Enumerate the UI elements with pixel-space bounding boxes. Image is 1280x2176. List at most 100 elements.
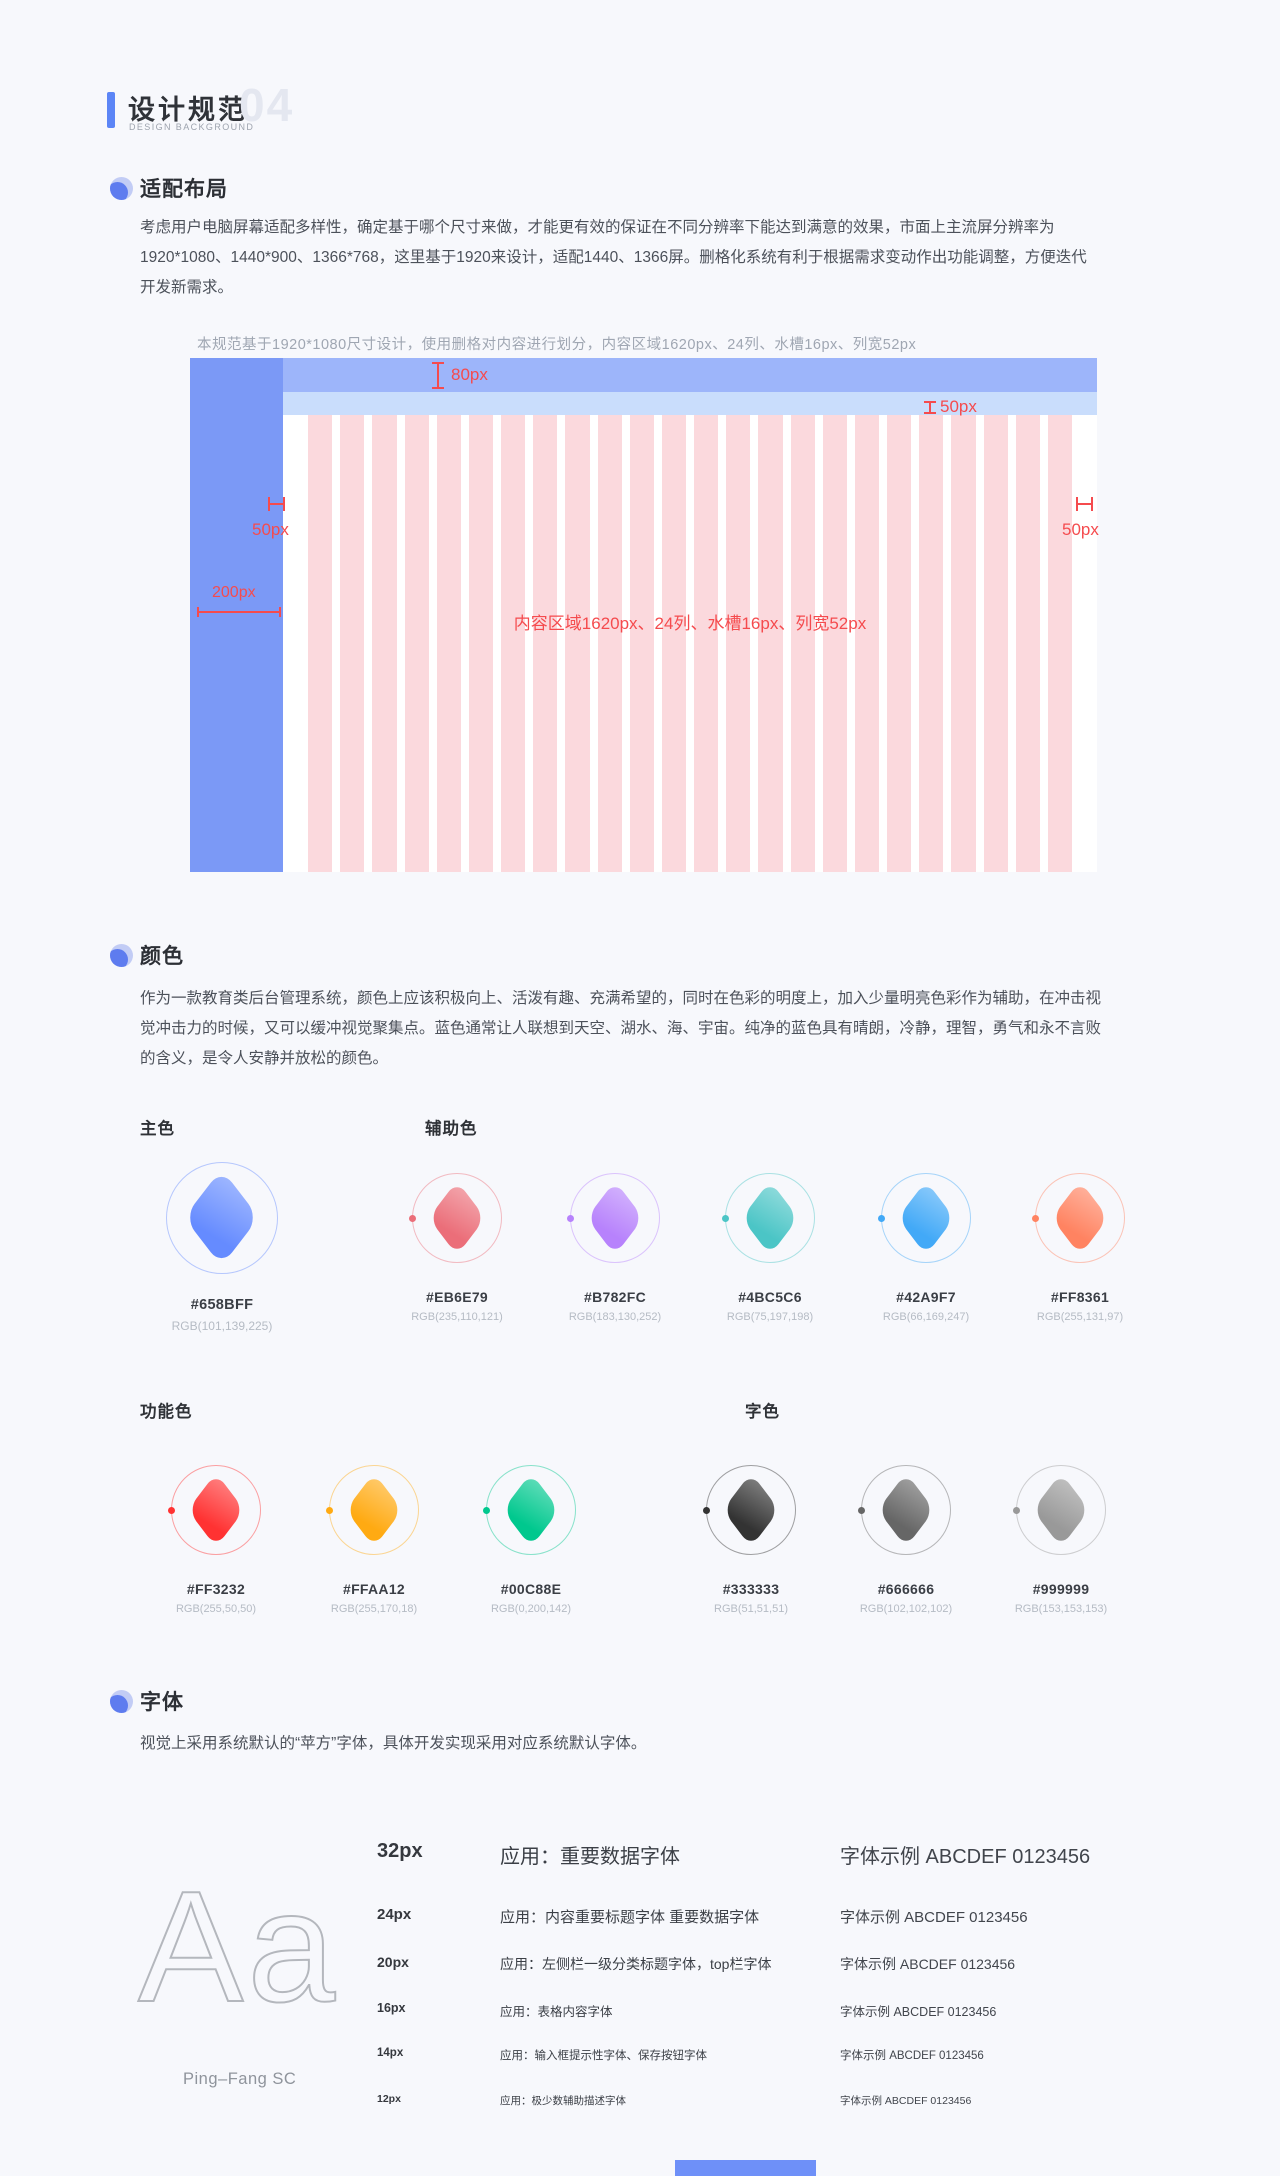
type-size: 12px xyxy=(377,2093,401,2105)
group-label-primary: 主色 xyxy=(140,1120,175,1138)
color-swatch: #42A9F7 RGB(66,169,247) xyxy=(866,1173,986,1323)
dimension-hbeam-left xyxy=(268,497,285,511)
type-sample: 字体示例 ABCDEF 0123456 xyxy=(840,1956,1016,1972)
swatch-rgb: RGB(0,200,142) xyxy=(490,1603,572,1615)
dimension-ibeam-vertical xyxy=(432,362,444,389)
swatch-hex: #999999 xyxy=(1032,1581,1090,1597)
swatch-diamond xyxy=(1051,1180,1109,1256)
grid-column xyxy=(404,415,429,872)
type-usage: 应用：左侧栏一级分类标题字体，top栏字体 xyxy=(500,1956,772,1972)
swatch-orbit-dot xyxy=(722,1215,729,1222)
annotation-content-area: 内容区域1620px、24列、水槽16px、列宽52px xyxy=(513,614,867,633)
diagram-gutter-bar xyxy=(283,392,1097,415)
layout-paragraph: 考虑用户电脑屏幕适配多样性，确定基于哪个尺寸来做，才能更有效的保证在不同分辨率下… xyxy=(140,213,1087,303)
grid-column xyxy=(661,415,687,872)
type-size: 24px xyxy=(377,1906,412,1923)
swatch-rgb: RGB(51,51,51) xyxy=(714,1603,788,1615)
type-sample: 字体示例 ABCDEF 0123456 xyxy=(840,1909,1028,1926)
grid-column xyxy=(629,415,654,872)
swatch-orbit-dot xyxy=(703,1507,710,1514)
swatch-orbit-dot xyxy=(168,1507,175,1514)
section-bullet-icon xyxy=(110,944,133,967)
swatch-rgb: RGB(255,131,97) xyxy=(1036,1311,1124,1323)
paragraph-line: 开发新需求。 xyxy=(140,279,234,296)
color-paragraph: 作为一款教育类后台管理系统，颜色上应该积极向上、活泼有趣、充满希望的，同时在色彩… xyxy=(140,984,1101,1074)
swatch-diamond xyxy=(586,1180,644,1256)
section-heading-layout: 适配布局 xyxy=(140,178,228,201)
type-sample: 字体示例 ABCDEF 0123456 xyxy=(840,1846,1091,1868)
grid-column xyxy=(951,415,976,872)
swatch-ring xyxy=(1032,1173,1125,1263)
swatch-diamond xyxy=(428,1180,486,1256)
type-sample: 字体示例 ABCDEF 0123456 xyxy=(840,2050,984,2062)
grid-column xyxy=(436,415,461,872)
swatch-ring xyxy=(483,1465,576,1555)
grid-column xyxy=(983,415,1008,872)
color-swatch: #FF8361 RGB(255,131,97) xyxy=(1020,1173,1140,1323)
annotation-sidebar-width: 200px xyxy=(212,584,256,601)
color-swatch: #333333 RGB(51,51,51) xyxy=(691,1465,811,1615)
grid-columns xyxy=(308,415,1073,872)
page-subtitle: DESIGN BACKGROUND xyxy=(129,122,255,132)
paragraph-line: 视觉上采用系统默认的“苹方”字体，具体开发实现采用对应系统默认字体。 xyxy=(140,1735,647,1752)
group-label-auxiliary: 辅助色 xyxy=(425,1120,478,1138)
page-title: 设计规范 xyxy=(128,95,248,125)
paragraph-line: 作为一款教育类后台管理系统，颜色上应该积极向上、活泼有趣、充满希望的，同时在色彩… xyxy=(140,990,1102,1007)
grid-column xyxy=(854,415,880,872)
group-label-functional: 功能色 xyxy=(140,1403,193,1421)
paragraph-line: 1920*1080、1440*900、1366*768，这里基于1920来设计，… xyxy=(140,249,1087,266)
color-swatch: #FF3232 RGB(255,50,50) xyxy=(156,1465,276,1615)
type-sample: 字体示例 ABCDEF 0123456 xyxy=(840,2095,972,2107)
swatch-diamond xyxy=(1032,1472,1090,1548)
swatch-diamond xyxy=(345,1472,403,1548)
swatch-ring xyxy=(168,1465,261,1555)
type-size: 14px xyxy=(377,2047,404,2059)
swatch-ring xyxy=(878,1173,971,1263)
swatch-diamond xyxy=(187,1472,245,1548)
swatch-hex: #333333 xyxy=(722,1581,780,1597)
grid-column xyxy=(919,415,944,872)
color-swatch: #4BC5C6 RGB(75,197,198) xyxy=(710,1173,830,1323)
grid-column xyxy=(565,415,590,872)
swatch-orbit-dot xyxy=(567,1215,574,1222)
swatch-rgb: RGB(255,50,50) xyxy=(175,1603,257,1615)
swatch-orbit-dot xyxy=(858,1507,865,1514)
grid-column xyxy=(340,415,365,872)
grid-diagram: 80px 50px 50px 50px 200px 内容区域1620px、24列… xyxy=(190,358,1099,872)
type-usage: 应用：极少数辅助描述字体 xyxy=(500,2095,626,2107)
grid-caption: 本规范基于1920*1080尺寸设计，使用删格对内容进行划分，内容区域1620p… xyxy=(197,337,917,353)
swatch-rgb: RGB(102,102,102) xyxy=(859,1603,953,1615)
swatch-orbit-dot xyxy=(409,1215,416,1222)
swatch-rgb: RGB(235,110,121) xyxy=(411,1311,503,1323)
type-size: 20px xyxy=(377,1954,409,1970)
dimension-hbeam-right xyxy=(1076,497,1093,511)
grid-column xyxy=(533,415,558,872)
type-usage: 应用：内容重要标题字体 重要数据字体 xyxy=(500,1909,760,1926)
swatch-diamond xyxy=(722,1472,780,1548)
grid-column xyxy=(758,415,783,872)
swatch-rgb: RGB(101,139,225) xyxy=(171,1319,273,1333)
swatch-hex: #B782FC xyxy=(583,1289,647,1305)
swatch-orbit-dot xyxy=(483,1507,490,1514)
grid-column xyxy=(597,415,622,872)
swatch-diamond xyxy=(897,1180,955,1256)
color-swatch-primary: #658BFF RGB(101,139,225) xyxy=(142,1162,302,1333)
type-usage: 应用：表格内容字体 xyxy=(500,2005,613,2019)
grid-column xyxy=(1047,415,1073,872)
swatch-diamond xyxy=(877,1472,935,1548)
type-size: 16px xyxy=(377,2001,406,2015)
swatch-hex: #FF3232 xyxy=(186,1581,246,1597)
grid-column xyxy=(694,415,719,872)
title-accent-bar xyxy=(107,92,115,128)
diagram-sidebar xyxy=(190,358,283,872)
font-family-label: Ping–Fang SC xyxy=(183,2070,297,2088)
diagram-top-bar xyxy=(283,358,1097,392)
section-heading-color: 颜色 xyxy=(140,945,184,968)
grid-column xyxy=(887,415,912,872)
swatch-orbit-dot xyxy=(326,1507,333,1514)
swatch-rgb: RGB(255,170,18) xyxy=(330,1603,418,1615)
annotation-margin-right: 50px xyxy=(1062,520,1099,539)
grid-column xyxy=(501,415,526,872)
swatch-rgb: RGB(75,197,198) xyxy=(726,1311,814,1323)
grid-column xyxy=(372,415,397,872)
